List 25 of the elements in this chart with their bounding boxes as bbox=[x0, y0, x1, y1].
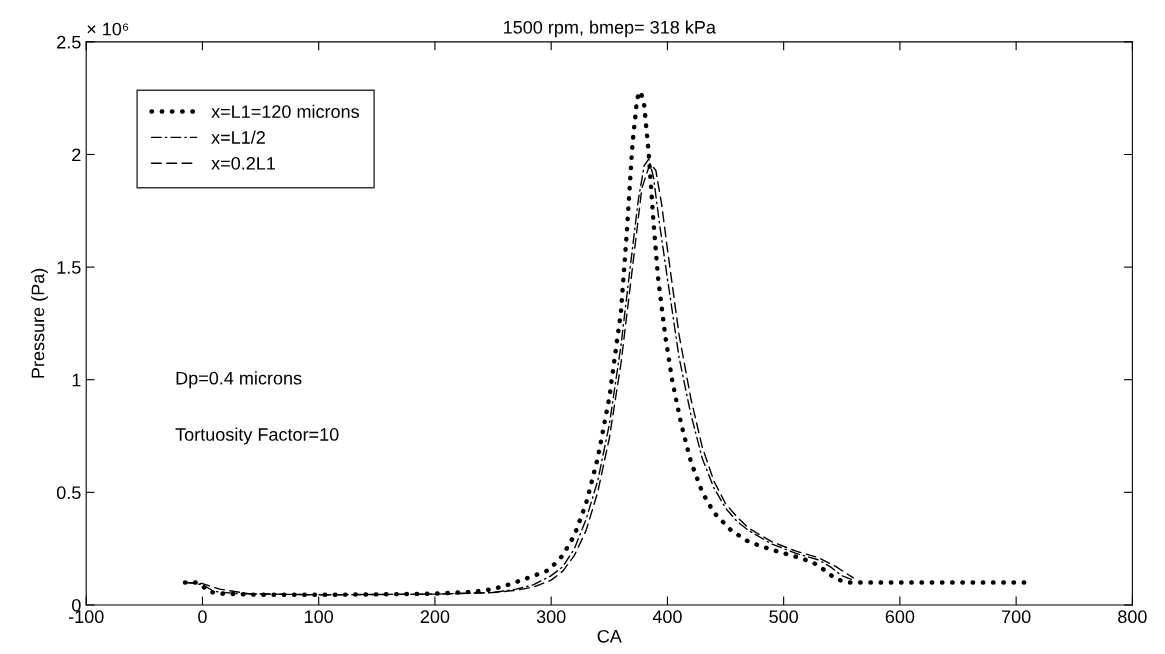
legend-label: x=L1=120 microns bbox=[211, 104, 359, 119]
y-tick-label: 0 bbox=[72, 598, 81, 612]
x-tick-label: 100 bbox=[305, 610, 334, 624]
x-tick-label: 300 bbox=[536, 610, 566, 624]
x-tick-label: 800 bbox=[1118, 610, 1147, 624]
legend-label: x=L1/2 bbox=[211, 130, 265, 144]
y-tick-label: 2 bbox=[72, 148, 81, 162]
x-tick-label: 700 bbox=[1002, 610, 1031, 624]
y-tick-label: 0.5 bbox=[56, 486, 81, 500]
chart-title: 1500 rpm, bmep= 318 kPa bbox=[504, 20, 716, 38]
x-tick-label: 500 bbox=[769, 610, 799, 624]
legend-label: x=0.2L1 bbox=[211, 156, 275, 170]
x-tick-label: 400 bbox=[652, 610, 682, 624]
x-tick-label: 200 bbox=[420, 610, 450, 624]
x-axis-title: CA bbox=[597, 629, 622, 643]
x-tick-label: 0 bbox=[198, 610, 207, 624]
y-tick-label: 1 bbox=[72, 373, 81, 387]
y-tick-label: 2.5 bbox=[57, 35, 81, 49]
y-axis-title: Pressure (Pa) bbox=[31, 268, 48, 378]
text: × 10⁶ bbox=[87, 22, 129, 36]
x-tick-label: -100 bbox=[68, 610, 104, 624]
annotation: Tortuosity Factor=10 bbox=[175, 427, 339, 445]
x-tick-label: 600 bbox=[885, 610, 915, 624]
annotation: Dp=0.4 microns bbox=[176, 371, 302, 389]
y-tick-label: 1.5 bbox=[57, 261, 81, 274]
